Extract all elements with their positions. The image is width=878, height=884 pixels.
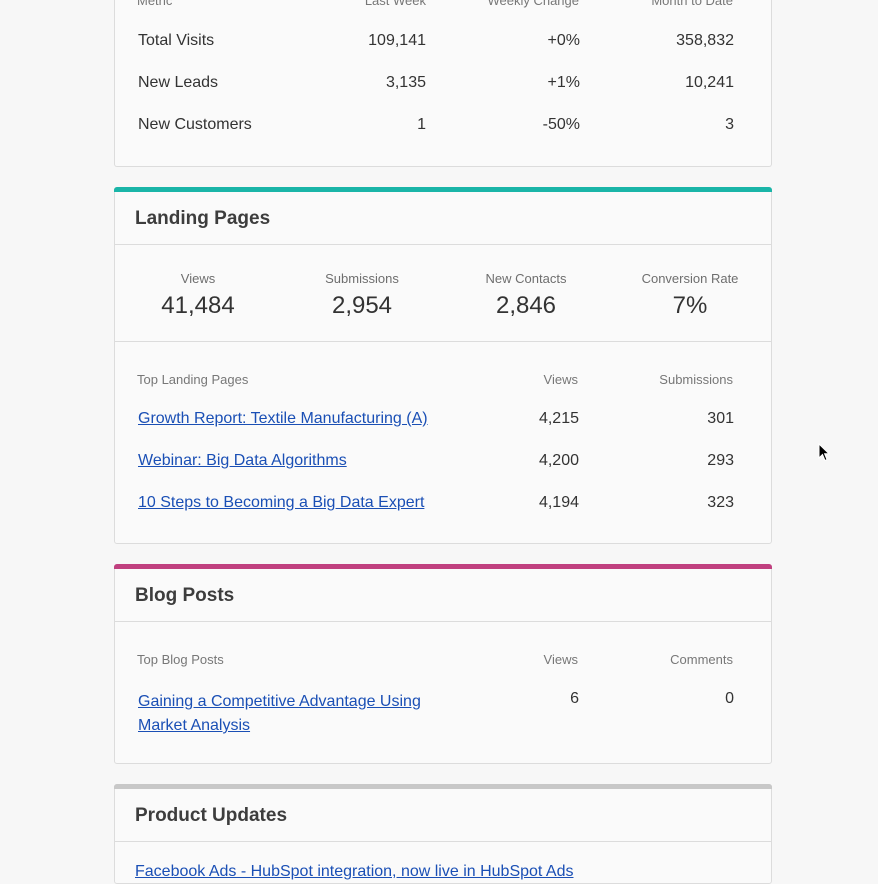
- col-submissions: Submissions: [659, 372, 733, 387]
- landing-pages-header: Landing Pages: [115, 192, 771, 245]
- mouse-pointer-icon: [818, 443, 830, 462]
- row-last-week: 1: [417, 116, 426, 133]
- row-last-week: 3,135: [385, 74, 426, 91]
- col-top-landing-pages: Top Landing Pages: [137, 372, 249, 387]
- row-metric: Total Visits: [138, 32, 215, 49]
- blog-post-link-line[interactable]: Gaining a Competitive Advantage Using: [138, 693, 421, 710]
- col-views: Views: [543, 372, 578, 387]
- landing-page-submissions: 323: [707, 494, 734, 511]
- landing-page-views: 4,194: [538, 494, 579, 511]
- row-metric: New Leads: [138, 74, 219, 91]
- product-update-link[interactable]: Facebook Ads - HubSpot integration, now …: [135, 863, 574, 880]
- col-metric: Metric: [137, 0, 173, 8]
- landing-page-link[interactable]: Webinar: Big Data Algorithms: [138, 452, 347, 469]
- blog-posts-title: Blog Posts: [135, 585, 235, 606]
- blog-post-views: 6: [570, 690, 579, 707]
- stats-divider: [115, 341, 771, 342]
- blog-post-link[interactable]: Gaining a Competitive Advantage Using Ma…: [138, 690, 421, 738]
- col-views: Views: [543, 652, 578, 667]
- col-top-blog-posts: Top Blog Posts: [137, 652, 224, 667]
- landing-page-submissions: 301: [707, 410, 734, 427]
- landing-pages-card: Landing Pages Views 41,484 Submissions 2…: [114, 187, 772, 544]
- stat-new-contacts: New Contacts 2,846: [444, 271, 608, 320]
- row-metric: New Customers: [138, 116, 252, 133]
- col-month-to-date: Month to Date: [651, 0, 733, 8]
- landing-page-views: 4,200: [538, 452, 579, 469]
- stat-label: Submissions: [325, 271, 399, 286]
- landing-pages-accent-bar: [114, 187, 772, 192]
- row-mtd: 3: [725, 116, 734, 133]
- overview-card: Metric Last Week Weekly Change Month to …: [114, 0, 772, 167]
- stat-submissions: Submissions 2,954: [280, 271, 444, 320]
- product-updates-header: Product Updates: [115, 789, 771, 842]
- col-weekly-change: Weekly Change: [487, 0, 579, 8]
- stat-label: New Contacts: [485, 271, 567, 286]
- blog-post-comments: 0: [725, 690, 734, 707]
- row-change: +0%: [547, 32, 580, 49]
- stat-value: 7%: [672, 292, 708, 319]
- blog-posts-header: Blog Posts: [115, 569, 771, 622]
- stat-value: 2,954: [331, 292, 393, 319]
- landing-page-link[interactable]: Growth Report: Textile Manufacturing (A): [138, 410, 428, 427]
- row-mtd: 358,832: [676, 32, 734, 49]
- blog-post-link-line[interactable]: Market Analysis: [138, 717, 251, 734]
- stat-conversion-rate: Conversion Rate 7%: [608, 271, 772, 320]
- stat-label: Views: [180, 271, 216, 286]
- col-last-week: Last Week: [364, 0, 426, 8]
- landing-page-views: 4,215: [538, 410, 579, 427]
- row-last-week: 109,141: [368, 32, 426, 49]
- row-mtd: 10,241: [685, 74, 734, 91]
- stat-label: Conversion Rate: [641, 271, 739, 286]
- product-updates-title: Product Updates: [135, 805, 288, 826]
- product-updates-accent-bar: [114, 784, 772, 789]
- stat-value: 41,484: [161, 292, 235, 319]
- stat-value: 2,846: [495, 292, 557, 319]
- blog-posts-card: Blog Posts Top Blog Posts Views Comments…: [114, 564, 772, 764]
- landing-page-link[interactable]: 10 Steps to Becoming a Big Data Expert: [138, 494, 425, 511]
- row-change: -50%: [542, 116, 580, 133]
- blog-posts-accent-bar: [114, 564, 772, 569]
- col-comments: Comments: [670, 652, 733, 667]
- landing-pages-title: Landing Pages: [135, 208, 271, 229]
- landing-page-submissions: 293: [707, 452, 734, 469]
- product-updates-card: Product Updates Facebook Ads - HubSpot i…: [114, 784, 772, 884]
- row-change: +1%: [547, 74, 580, 91]
- stat-views: Views 41,484: [116, 271, 280, 320]
